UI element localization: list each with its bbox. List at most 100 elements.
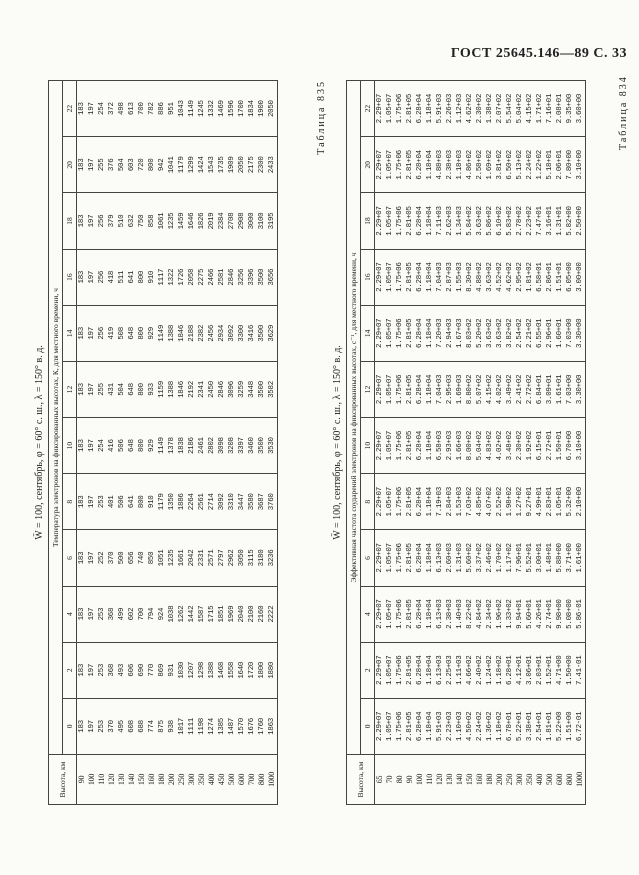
value-cell: 641 (127, 249, 137, 306)
value-cell: 2.03+01 (535, 642, 545, 699)
value-cell: 2384 (217, 192, 227, 250)
value-cell: 183 (76, 80, 87, 137)
value-cell: 938 (167, 698, 177, 755)
table: Высота, км Температура электронов на фикс… (48, 80, 278, 805)
value-cell: 1111 (187, 698, 197, 755)
value-cell: 4.62+02 (465, 80, 475, 137)
height-cell: 140 (455, 754, 465, 805)
value-cell: 5.86-01 (575, 586, 586, 643)
value-cell: 800 (137, 305, 147, 362)
value-cell: 2.62+03 (445, 192, 455, 250)
value-cell: 1179 (157, 473, 167, 530)
column-header: 6 (360, 529, 375, 587)
value-cell: 800 (147, 136, 157, 193)
height-cell: 130 (445, 754, 455, 805)
value-cell: 2.30+02 (515, 417, 525, 474)
value-cell: 951 (167, 80, 177, 137)
value-cell: 3.16+01 (545, 192, 555, 250)
value-cell: 1299 (187, 136, 197, 193)
value-cell: 7.11+03 (435, 192, 445, 250)
value-cell: 6.13+03 (435, 586, 445, 643)
value-cell: 5.04+02 (515, 80, 525, 137)
value-cell: 886 (157, 80, 167, 137)
value-cell: 197 (87, 698, 97, 755)
height-cell: 200 (167, 754, 177, 805)
value-cell: 4.83+02 (485, 417, 495, 474)
value-cell: 3447 (237, 473, 247, 530)
column-header: 14 (360, 305, 375, 362)
table-row: 110 253 253 253 252 253 254 255 256 256 256 255 254 (97, 80, 107, 805)
value-cell: 5.18+01 (545, 136, 555, 193)
value-cell: 5.86+02 (485, 192, 495, 250)
column-header: 22 (62, 80, 77, 137)
value-cell: 3397 (237, 417, 247, 474)
value-cell: 942 (157, 136, 167, 193)
value-cell: 606 (127, 642, 137, 699)
value-cell: 1.17+02 (505, 529, 515, 587)
value-cell: 1.18+02 (495, 642, 505, 699)
value-cell: 1.18+04 (425, 361, 435, 418)
value-cell: 774 (147, 698, 157, 755)
value-cell: 2.26+03 (445, 80, 455, 137)
value-cell: 1.05+07 (385, 361, 395, 418)
value-cell: 368 (107, 642, 117, 699)
value-cell: 800 (137, 417, 147, 474)
value-cell: 3098 (217, 417, 227, 474)
value-cell: 2.46+02 (485, 529, 495, 587)
height-cell: 400 (207, 754, 217, 805)
value-cell: 1.05+07 (385, 249, 395, 306)
value-cell: 3656 (267, 249, 278, 306)
value-cell: 3.63+02 (485, 249, 495, 306)
value-cell: 2.29+07 (374, 417, 385, 474)
value-cell: 858 (147, 192, 157, 250)
table-row: 800 1.51+00 1.50+00 5.08+00 3.71+00 5.32+00 6.… (565, 80, 575, 805)
value-cell: 6.50+02 (505, 136, 515, 193)
value-cell: 5.83+02 (505, 192, 515, 250)
value-cell: 197 (87, 305, 97, 362)
value-cell: 1.18+04 (425, 529, 435, 587)
value-cell: 2331 (197, 529, 207, 587)
value-cell: 613 (127, 80, 137, 137)
value-cell: 183 (76, 305, 87, 362)
value-cell: 1.75+06 (395, 473, 405, 530)
value-cell: 4.12+01 (515, 642, 525, 699)
value-cell: 183 (76, 192, 87, 250)
row-header: Высота, км (346, 754, 375, 805)
value-cell: 3.10+00 (575, 417, 586, 474)
value-cell: 1245 (197, 80, 207, 137)
value-cell: 1.53+03 (455, 473, 465, 530)
table-row: 120 370 368 368 370 401 416 431 419 418 379 376 372 (107, 80, 117, 805)
value-cell: 2100 (247, 586, 257, 643)
value-cell: 2962 (227, 529, 237, 587)
value-cell: 1.98+02 (505, 473, 515, 530)
value-cell: 493 (117, 642, 127, 699)
value-cell: 5.82+00 (565, 192, 575, 250)
value-cell: 3.63+02 (495, 305, 505, 362)
value-cell: 1.55+03 (455, 249, 465, 306)
value-cell: 2.81+05 (405, 473, 415, 530)
value-cell: 183 (76, 529, 87, 587)
value-cell: 370 (107, 529, 117, 587)
value-cell: 782 (147, 80, 157, 137)
table-row: 500 1487 1558 1969 2962 3310 3208 3096 3092 2846 2… (227, 80, 237, 805)
value-cell: 4.26+01 (535, 586, 545, 643)
value-cell: 2222 (267, 586, 278, 643)
value-cell: 4.15+02 (485, 361, 495, 418)
table-row: 300 1111 1207 1442 2042 2264 2186 2192 2188 2058 1… (187, 80, 197, 805)
value-cell: 1.75+06 (395, 642, 405, 699)
value-cell: 1.96+02 (495, 586, 505, 643)
value-cell: 1149 (157, 305, 167, 362)
value-cell: 2.40+02 (475, 642, 485, 699)
value-cell: 2.81+05 (405, 80, 415, 137)
value-cell: 8.03+02 (465, 305, 475, 362)
value-cell: 1.81+02 (525, 249, 535, 306)
value-cell: 1.67+03 (455, 305, 465, 362)
value-cell: 1149 (157, 417, 167, 474)
value-cell: 183 (76, 473, 87, 530)
value-cell: 1017 (177, 698, 187, 755)
value-cell: 1.05+07 (385, 473, 395, 530)
value-cell: 2.81+05 (405, 529, 415, 587)
value-cell: 2382 (197, 305, 207, 362)
value-cell: 1863 (267, 698, 278, 755)
column-header: 16 (62, 249, 77, 306)
